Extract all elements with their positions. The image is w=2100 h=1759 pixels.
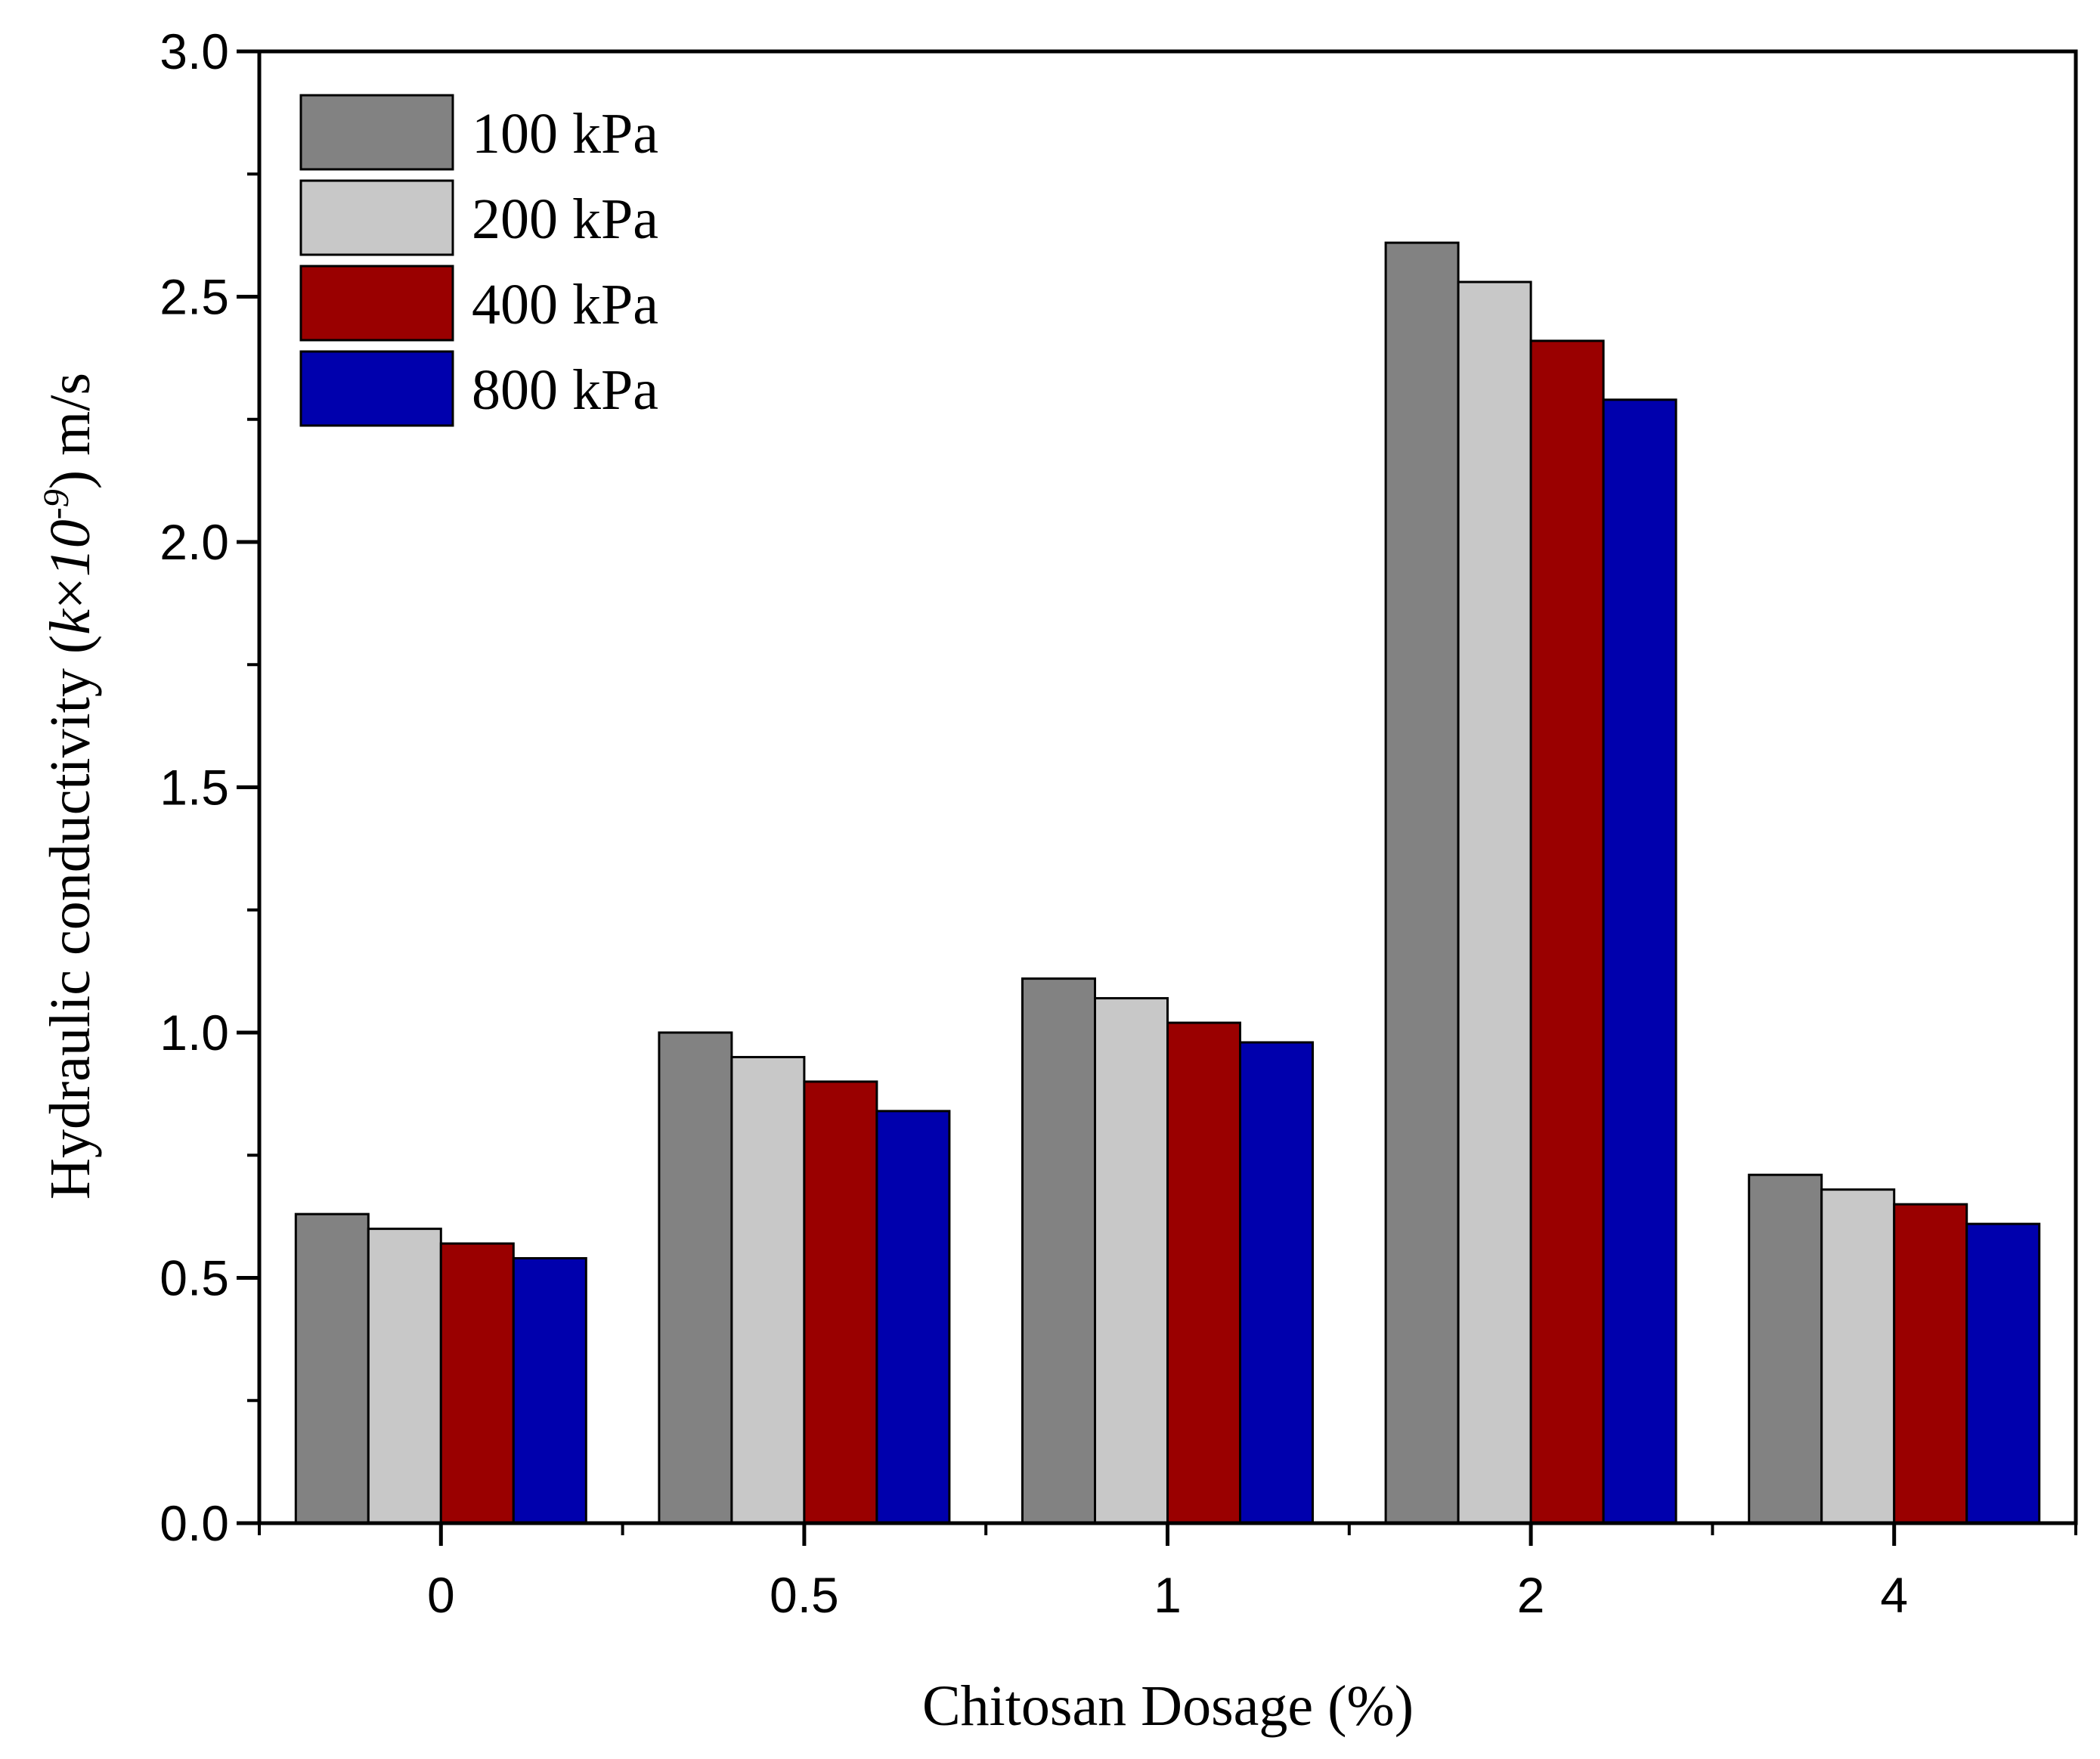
x-tick-label: 4 (1880, 1567, 1908, 1623)
y-tick-label: 1.0 (160, 1005, 229, 1061)
y-axis-title-suffix: ) m/s (39, 373, 102, 489)
bar-100-kpa-dosage-0 (294, 1212, 370, 1525)
legend-label: 100 kPa (472, 102, 658, 166)
bar-400-kpa-dosage-1 (1166, 1021, 1241, 1525)
y-tick-label: 0.5 (160, 1250, 229, 1306)
y-tick-label: 0.0 (160, 1495, 229, 1551)
legend-label: 200 kPa (472, 187, 658, 251)
x-tick-label: 0 (427, 1567, 455, 1623)
y-axis-title-variable: k (39, 609, 102, 635)
bar-800-kpa-dosage-4 (1965, 1222, 2041, 1525)
bar-200-kpa-dosage-2 (1457, 280, 1532, 1525)
y-axis-title-exponent: -9 (36, 489, 76, 519)
legend-label: 400 kPa (472, 273, 658, 336)
y-tick-label: 2.0 (160, 514, 229, 570)
bar-200-kpa-dosage-0 (367, 1228, 442, 1525)
bar-100-kpa-dosage-0.5 (658, 1031, 733, 1525)
bar-400-kpa-dosage-0.5 (803, 1080, 878, 1525)
legend-swatch (299, 265, 454, 342)
y-axis: 0.0 0.5 1.0 1.5 2.0 2.5 3.0 (160, 23, 259, 1551)
bar-800-kpa-dosage-2 (1602, 398, 1677, 1525)
y-axis-title: Hydraulic conductivity (k×10-9) m/s (36, 373, 102, 1200)
y-tick-label: 2.5 (160, 269, 229, 325)
legend-swatch (299, 94, 454, 171)
bar-100-kpa-dosage-4 (1748, 1173, 1823, 1525)
legend-swatch (299, 179, 454, 256)
legend: 100 kPa 200 kPa 400 kPa 800 kPa (299, 94, 658, 427)
bar-800-kpa-dosage-1 (1239, 1041, 1314, 1525)
x-axis: 0 0.5 1 2 4 (258, 1523, 2077, 1623)
x-axis-title: Chitosan Dosage (%) (922, 1674, 1414, 1738)
x-tick-label: 2 (1517, 1567, 1545, 1623)
y-axis-title-times: × (39, 577, 102, 609)
bar-400-kpa-dosage-4 (1893, 1203, 1968, 1525)
y-tick-label: 3.0 (160, 23, 229, 79)
legend-swatch (299, 350, 454, 427)
y-axis-title-base: 10 (39, 519, 102, 577)
bar-100-kpa-dosage-2 (1384, 241, 1460, 1525)
bar-100-kpa-dosage-1 (1021, 977, 1096, 1525)
bar-400-kpa-dosage-0 (439, 1242, 515, 1525)
bar-800-kpa-dosage-0.5 (875, 1110, 951, 1525)
x-tick-label: 0.5 (770, 1567, 839, 1623)
bar-800-kpa-dosage-0 (512, 1257, 587, 1525)
bar-200-kpa-dosage-0.5 (730, 1055, 806, 1525)
bar-200-kpa-dosage-4 (1820, 1188, 1896, 1525)
bar-200-kpa-dosage-1 (1094, 997, 1169, 1525)
bar-400-kpa-dosage-2 (1529, 339, 1605, 1525)
bars-group (294, 241, 2041, 1525)
x-tick-label: 1 (1154, 1567, 1182, 1623)
legend-label: 800 kPa (472, 358, 658, 422)
y-axis-title-prefix: Hydraulic conductivity ( (39, 635, 102, 1200)
y-tick-label: 1.5 (160, 760, 229, 816)
